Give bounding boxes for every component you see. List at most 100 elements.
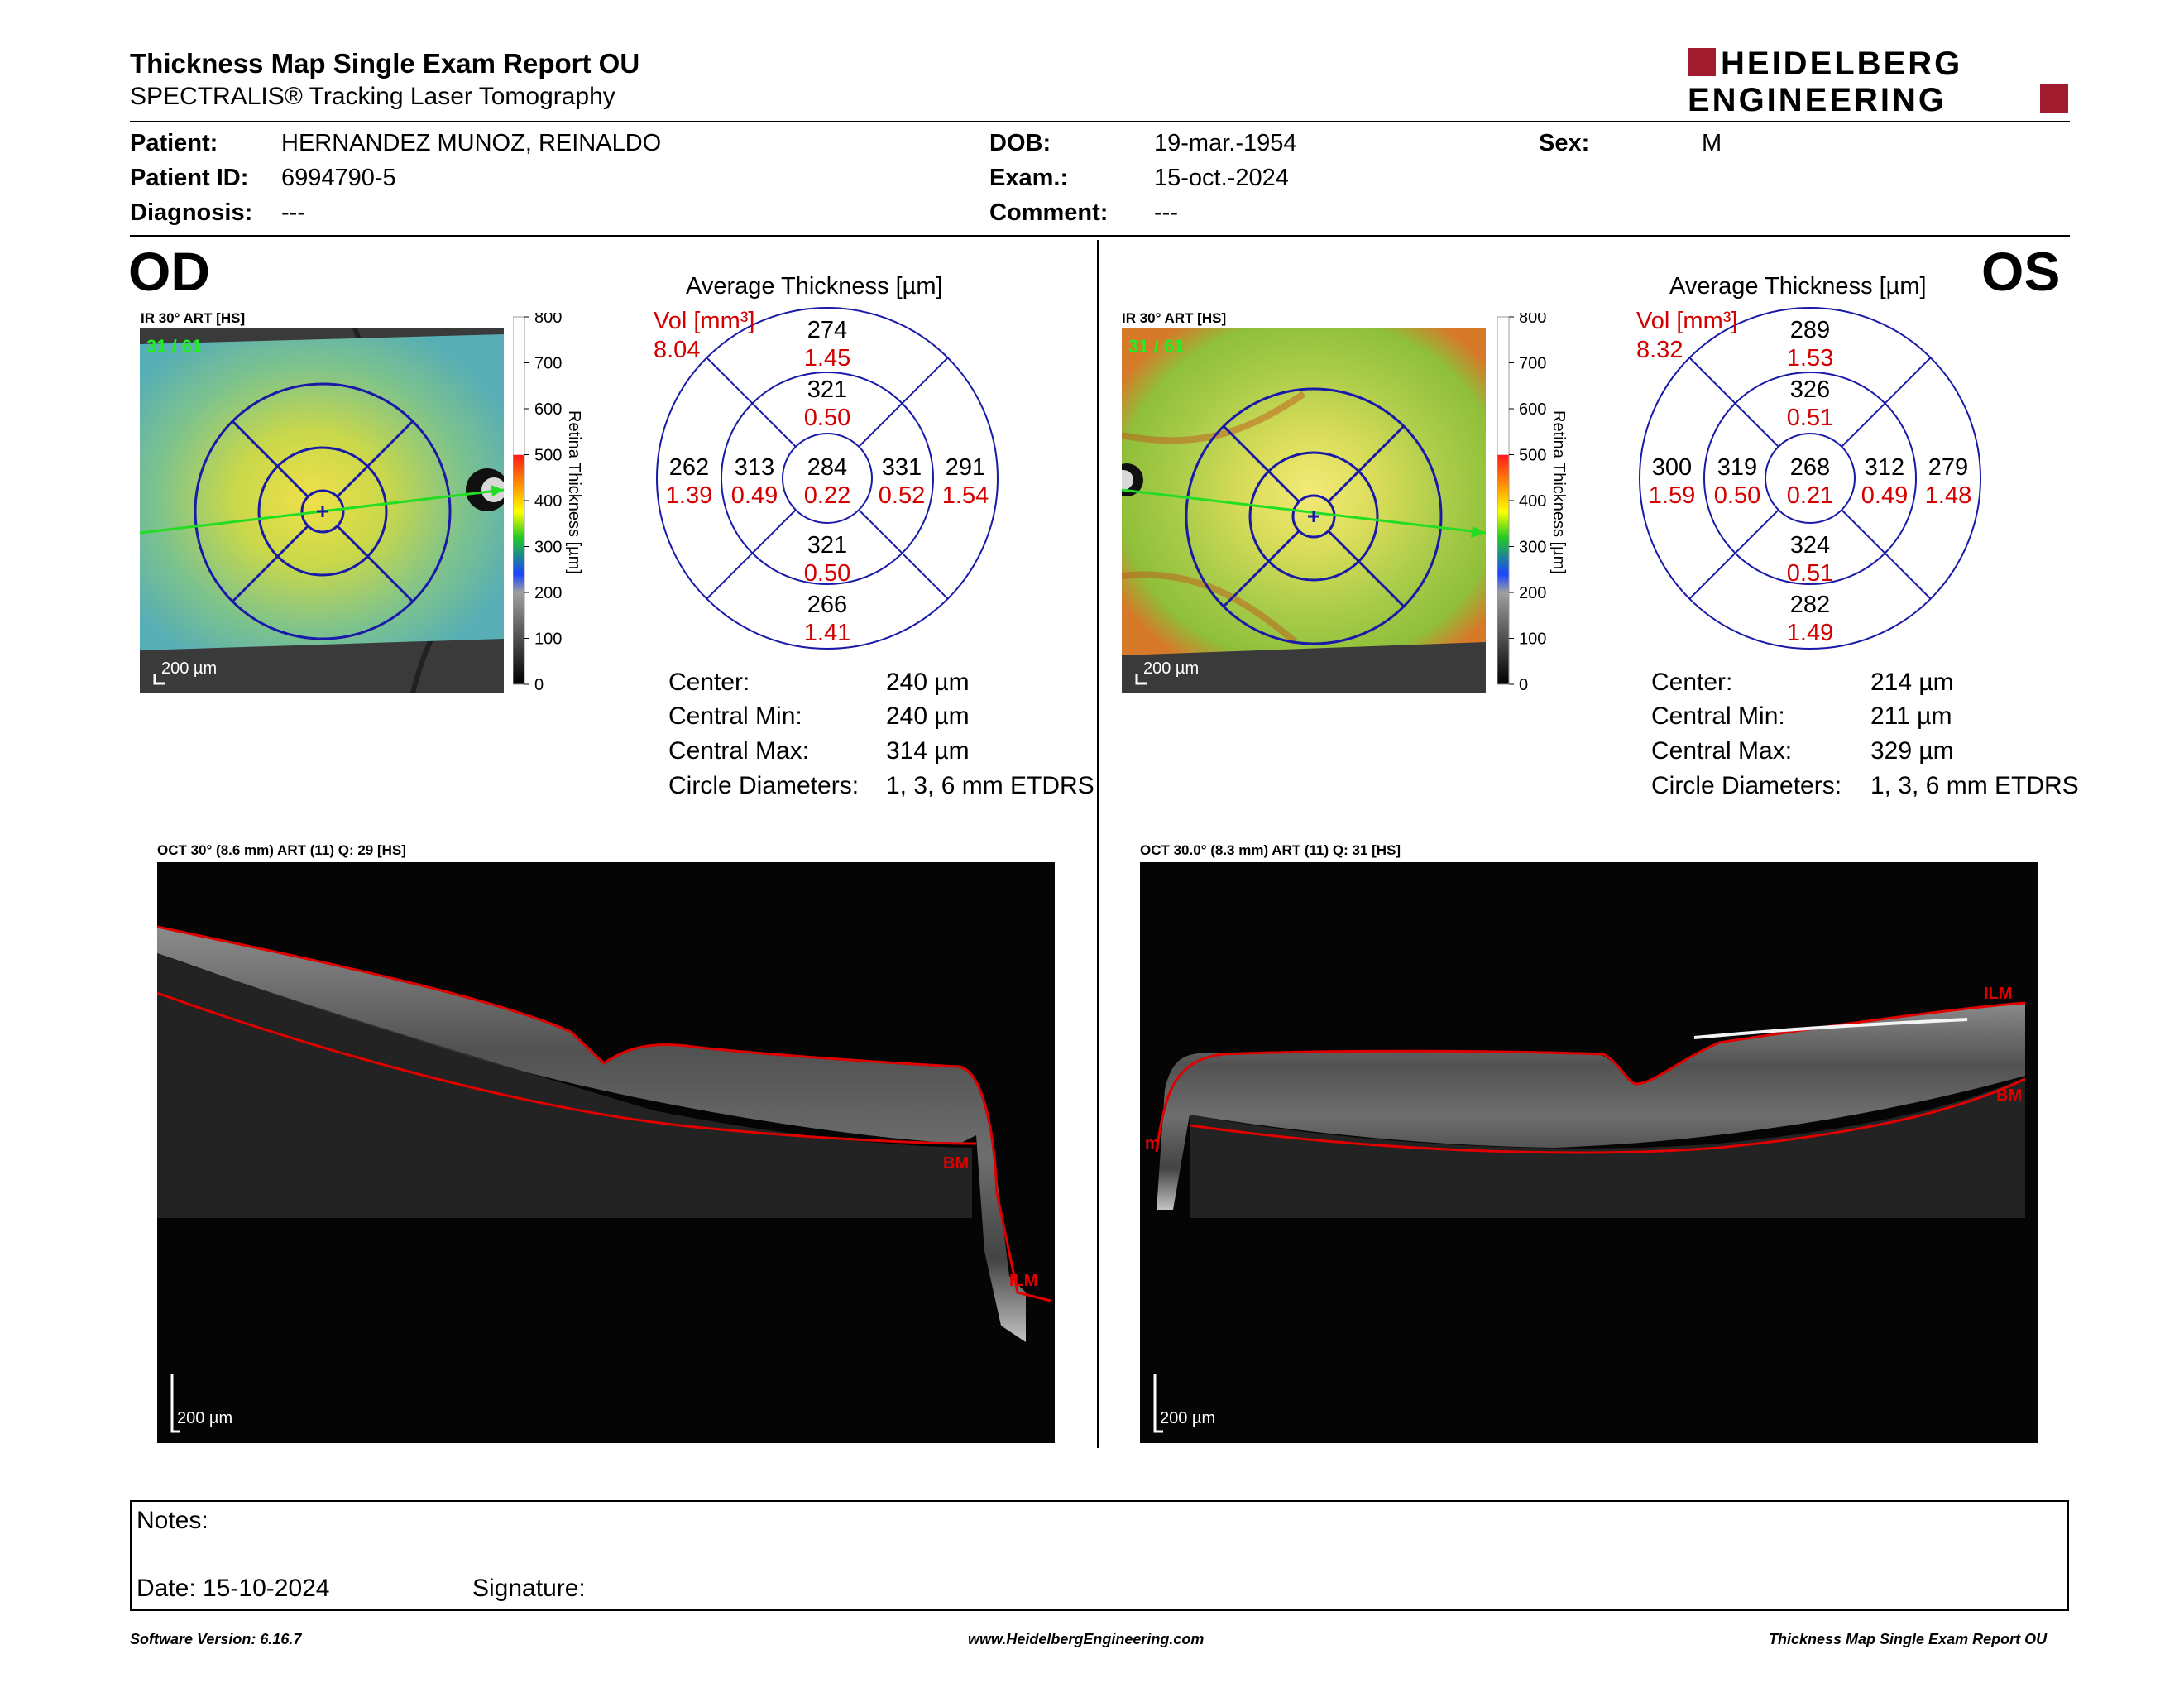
od-outer-inf-vol: 1.41 [804, 620, 850, 646]
footer-website[interactable]: www.HeidelbergEngineering.com [968, 1631, 1205, 1647]
os-center-label: Center: [1651, 669, 1733, 696]
od-eye-label: OD [128, 241, 210, 302]
os-inner-left-thickness: 319 [1717, 454, 1757, 481]
colorbar-tick-label: 500 [1519, 447, 1546, 465]
os-inner-right-vol: 0.49 [1861, 482, 1908, 509]
od-map-scale: 200 µm [161, 659, 217, 678]
colorbar-tick-label: 500 [534, 447, 562, 465]
report-title: Thickness Map Single Exam Report OU [130, 48, 640, 79]
os-colorbar-ticks: 800 700 600 500 400 300 200 100 0 [1509, 313, 1546, 693]
od-diam-label: Circle Diameters: [668, 772, 860, 799]
os-outer-left-vol: 1.59 [1649, 482, 1695, 509]
os-outer-left-thickness: 300 [1652, 454, 1692, 481]
od-etdrs-grid: 274 1.45 321 0.50 284 0.22 313 0.49 331 … [656, 307, 999, 650]
exam-value: 15-oct.-2024 [1154, 165, 1289, 191]
dob-value: 19-mar.-1954 [1154, 130, 1297, 156]
os-thickness-map: 31 / 61 200 µm [1122, 328, 1486, 693]
od-bm-label: BM [943, 1154, 969, 1172]
heidelberg-logo: HEIDELBERG ENGINEERING [1688, 46, 2068, 116]
od-scan-counter: 31 / 61 [146, 336, 202, 357]
patient-id-label: Patient ID: [130, 165, 249, 191]
od-cmin-value: 240 µm [886, 703, 970, 730]
os-inner-left-vol: 0.50 [1714, 482, 1760, 509]
colorbar-tick-label: 300 [534, 539, 562, 557]
os-bm-label: BM [1996, 1086, 2022, 1105]
os-inner-right-thickness: 312 [1865, 454, 1904, 481]
colorbar-tick-label: 800 [534, 313, 562, 327]
colorbar-tick-label: 200 [1519, 584, 1546, 602]
os-outer-inf-vol: 1.49 [1787, 620, 1833, 646]
logo-line2: ENGINEERING [1688, 82, 1947, 116]
od-center-label: Center: [668, 669, 750, 696]
diagnosis-label: Diagnosis: [130, 199, 253, 226]
header-divider [130, 121, 2070, 122]
os-avg-title: Average Thickness [µm] [1669, 273, 1927, 300]
od-inner-left-thickness: 313 [735, 454, 774, 481]
od-inner-sup-vol: 0.50 [804, 405, 850, 431]
os-diam-label: Circle Diameters: [1651, 772, 1842, 799]
od-center-vol: 0.22 [804, 482, 850, 509]
report-subtitle: SPECTRALIS® Tracking Laser Tomography [130, 83, 615, 110]
od-outer-left-vol: 1.39 [666, 482, 712, 509]
os-map-scale: 200 µm [1143, 659, 1199, 678]
os-ilm-label: ILM [1984, 985, 2012, 1003]
colorbar-tick-label: 0 [534, 676, 544, 693]
sex-label: Sex: [1539, 130, 1590, 156]
os-center-value: 214 µm [1870, 669, 1954, 696]
eye-divider [1097, 240, 1099, 1448]
od-cmax-value: 314 µm [886, 737, 970, 765]
od-outer-sup-thickness: 274 [807, 317, 847, 343]
od-inner-left-vol: 0.49 [731, 482, 778, 509]
os-inner-sup-thickness: 326 [1790, 376, 1830, 403]
os-inner-inf-thickness: 324 [1790, 532, 1830, 559]
colorbar-tick-label: 400 [1519, 492, 1546, 511]
od-colorbar-ticks: 800 700 600 500 400 300 200 100 0 [524, 313, 562, 693]
os-inner-inf-vol: 0.51 [1787, 560, 1833, 587]
od-oct-scan: BM ILM 200 µm [157, 862, 1055, 1443]
os-inner-sup-vol: 0.51 [1787, 405, 1833, 431]
os-ir-label: IR 30° ART [HS] [1122, 310, 1227, 326]
os-outer-right-vol: 1.48 [1925, 482, 1971, 509]
patient-divider [130, 235, 2070, 237]
notes-box[interactable]: Notes: Date: 15-10-2024 Signature: [130, 1500, 2069, 1611]
patient-name: HERNANDEZ MUNOZ, REINALDO [281, 130, 662, 156]
os-oct-scale: 200 µm [1160, 1409, 1215, 1427]
od-outer-right-vol: 1.54 [942, 482, 989, 509]
od-ir-label: IR 30° ART [HS] [141, 310, 246, 326]
os-eye-label: OS [1981, 241, 2061, 302]
patient-label: Patient: [130, 130, 218, 156]
od-inner-inf-thickness: 321 [807, 532, 847, 559]
colorbar-tick-label: 100 [1519, 631, 1546, 649]
os-colorbar: 800 700 600 500 400 300 200 100 0 Retina Thickne… [1497, 313, 1568, 693]
os-vol-total: 8.32 [1636, 337, 1684, 363]
os-cmax-label: Central Max: [1651, 737, 1793, 765]
colorbar-tick-label: 700 [1519, 355, 1546, 373]
footer-report-name: Thickness Map Single Exam Report OU [1769, 1631, 2048, 1647]
od-colorbar-label: Retina Thickness [µm] [565, 410, 583, 574]
comment-value: --- [1154, 199, 1178, 226]
os-etdrs-grid: 289 1.53 326 0.51 268 0.21 319 0.50 312 … [1639, 307, 1981, 650]
od-ilm-label: ILM [1009, 1272, 1037, 1290]
comment-label: Comment: [989, 199, 1109, 226]
colorbar-tick-label: 700 [534, 355, 562, 373]
dob-label: DOB: [989, 130, 1051, 156]
os-center-vol: 0.21 [1787, 482, 1833, 509]
od-outer-right-thickness: 291 [946, 454, 985, 481]
notes-label: Notes: [136, 1507, 208, 1534]
od-inner-sup-thickness: 321 [807, 376, 847, 403]
os-oct-label: OCT 30.0° (8.3 mm) ART (11) Q: 31 [HS] [1140, 842, 1401, 858]
date-label: Date: 15-10-2024 [136, 1575, 330, 1602]
os-cmin-value: 211 µm [1870, 703, 1952, 730]
od-inner-right-thickness: 331 [882, 454, 922, 481]
colorbar-tick-label: 200 [534, 584, 562, 602]
od-inner-right-vol: 0.52 [879, 482, 925, 509]
colorbar-tick-label: 100 [534, 631, 562, 649]
os-cmin-label: Central Min: [1651, 703, 1785, 730]
od-diam-value: 1, 3, 6 mm ETDRS [886, 772, 1094, 799]
sex-value: M [1702, 130, 1722, 156]
colorbar-tick-label: 300 [1519, 539, 1546, 557]
os-center-thickness: 268 [1790, 454, 1830, 481]
os-outer-sup-thickness: 289 [1790, 317, 1830, 343]
colorbar-tick-label: 800 [1519, 313, 1546, 327]
od-cmin-label: Central Min: [668, 703, 802, 730]
